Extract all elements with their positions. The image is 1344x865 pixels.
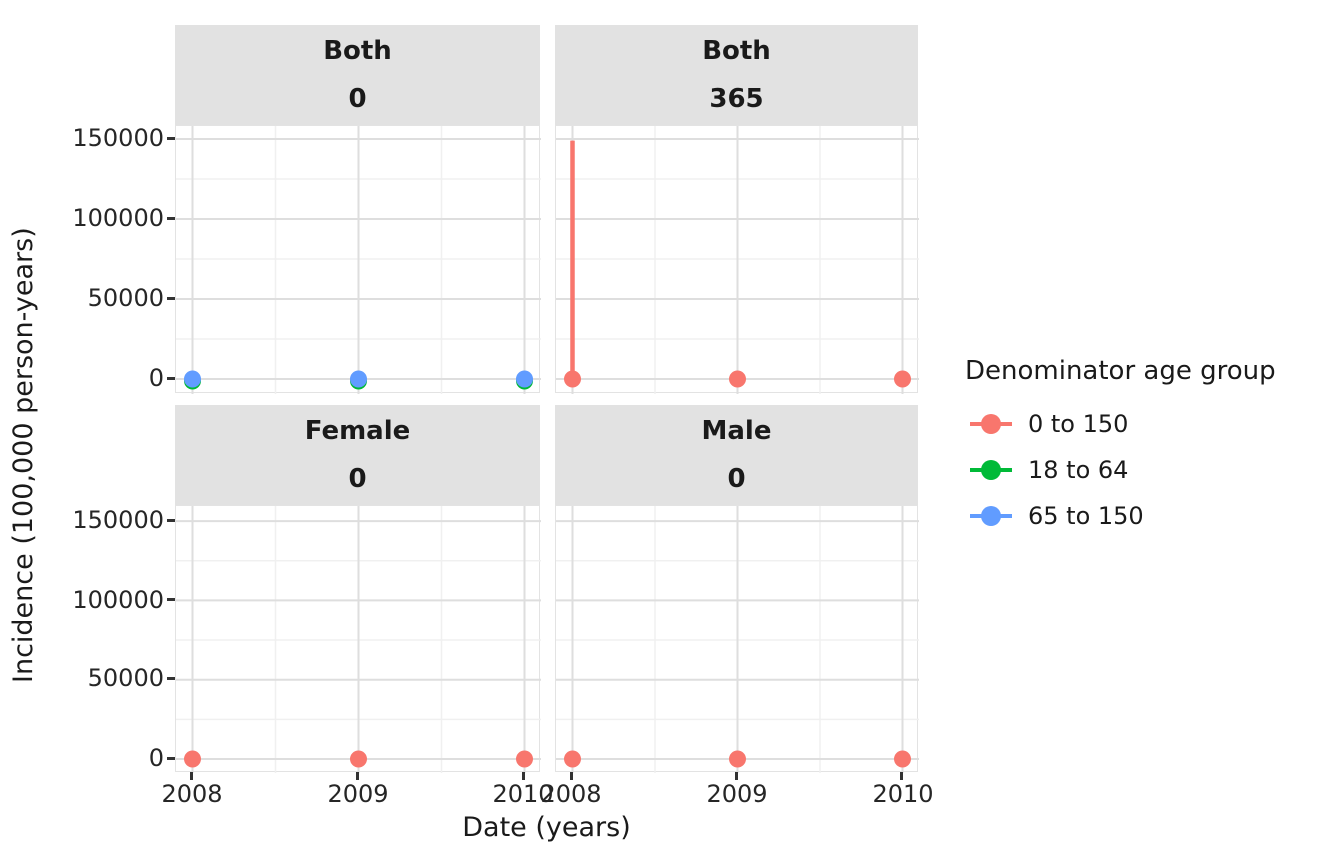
- panel-male-0: [555, 505, 919, 773]
- axis-tick: [167, 756, 175, 760]
- y-axis-title: Incidence (100,000 person-years): [8, 227, 39, 683]
- x-axis-tick-label: 2008: [540, 780, 602, 808]
- data-point: [894, 750, 911, 768]
- facet-strip-label: Both: [702, 36, 771, 66]
- legend-key-point-line-icon: [970, 460, 1012, 480]
- panel-both-0: [175, 125, 541, 394]
- data-point: [564, 750, 581, 768]
- y-axis-tick-label: 150000: [72, 124, 164, 152]
- facet-strip-label: Both: [323, 36, 392, 66]
- y-axis-tick-label: 100000: [72, 586, 164, 614]
- facet-strip-label: Female: [304, 416, 411, 446]
- axis-tick: [167, 376, 175, 380]
- data-point: [516, 370, 533, 388]
- axis-tick: [167, 518, 175, 522]
- y-axis-tick-label: 0: [148, 364, 164, 392]
- axis-tick: [522, 772, 525, 780]
- legend-title: Denominator age group: [965, 356, 1276, 386]
- panel-plot-area: [176, 126, 541, 394]
- data-point: [350, 370, 367, 388]
- x-axis-tick-label: 2008: [161, 780, 223, 808]
- x-axis-tick-label: 2009: [327, 780, 389, 808]
- y-axis-tick-label: 50000: [87, 664, 164, 692]
- data-point: [184, 370, 201, 388]
- data-point: [564, 370, 581, 388]
- panel-plot-area: [556, 506, 919, 773]
- data-point: [894, 370, 911, 388]
- axis-tick: [167, 216, 175, 220]
- legend-item-label: 18 to 64: [1028, 456, 1129, 484]
- axis-tick: [356, 772, 359, 780]
- axis-tick: [167, 677, 175, 681]
- y-axis-tick-label: 0: [148, 744, 164, 772]
- x-axis-tick-label: 2010: [492, 780, 554, 808]
- axis-tick: [167, 597, 175, 601]
- legend: Denominator age group 0 to 150 18 to 64 …: [965, 355, 1340, 530]
- facet-strip-male-0: Male 0: [555, 405, 918, 505]
- facet-strip-label: Male: [701, 416, 772, 446]
- legend-key-point-line-icon: [970, 414, 1012, 434]
- x-axis-tick-label: 2010: [872, 780, 934, 808]
- facet-strip-both-365: Both 365: [555, 25, 918, 125]
- data-point: [184, 750, 201, 768]
- x-axis-title: Date (years): [462, 812, 631, 843]
- y-axis-tick-label: 50000: [87, 284, 164, 312]
- legend-key-point-line-icon: [970, 506, 1012, 526]
- y-axis-tick-label: 150000: [72, 506, 164, 534]
- legend-item-18-to-64: 18 to 64: [965, 455, 1128, 485]
- data-point: [350, 750, 367, 768]
- facet-strip-female-0: Female 0: [175, 405, 540, 505]
- axis-tick: [167, 296, 175, 300]
- panel-female-0: [175, 505, 541, 773]
- legend-item-label: 0 to 150: [1028, 410, 1129, 438]
- x-axis-tick-label: 2009: [706, 780, 768, 808]
- legend-item-0-to-150: 0 to 150: [965, 409, 1128, 439]
- panel-plot-area: [176, 506, 541, 773]
- axis-tick: [570, 772, 573, 780]
- y-axis-tick-label: 100000: [72, 204, 164, 232]
- facet-strip-label: 365: [709, 84, 764, 114]
- data-point: [729, 750, 746, 768]
- axis-tick: [190, 772, 193, 780]
- axis-tick: [167, 136, 175, 140]
- facet-strip-label: 0: [727, 464, 746, 494]
- facet-strip-both-0: Both 0: [175, 25, 540, 125]
- data-point: [729, 370, 746, 388]
- panel-plot-area: [556, 126, 919, 394]
- facet-strip-label: 0: [348, 84, 367, 114]
- axis-tick: [900, 772, 903, 780]
- data-point: [516, 750, 533, 768]
- axis-tick: [735, 772, 738, 780]
- panel-both-365: [555, 125, 919, 394]
- legend-item-label: 65 to 150: [1028, 502, 1144, 530]
- facet-strip-label: 0: [348, 464, 367, 494]
- legend-item-65-to-150: 65 to 150: [965, 501, 1144, 531]
